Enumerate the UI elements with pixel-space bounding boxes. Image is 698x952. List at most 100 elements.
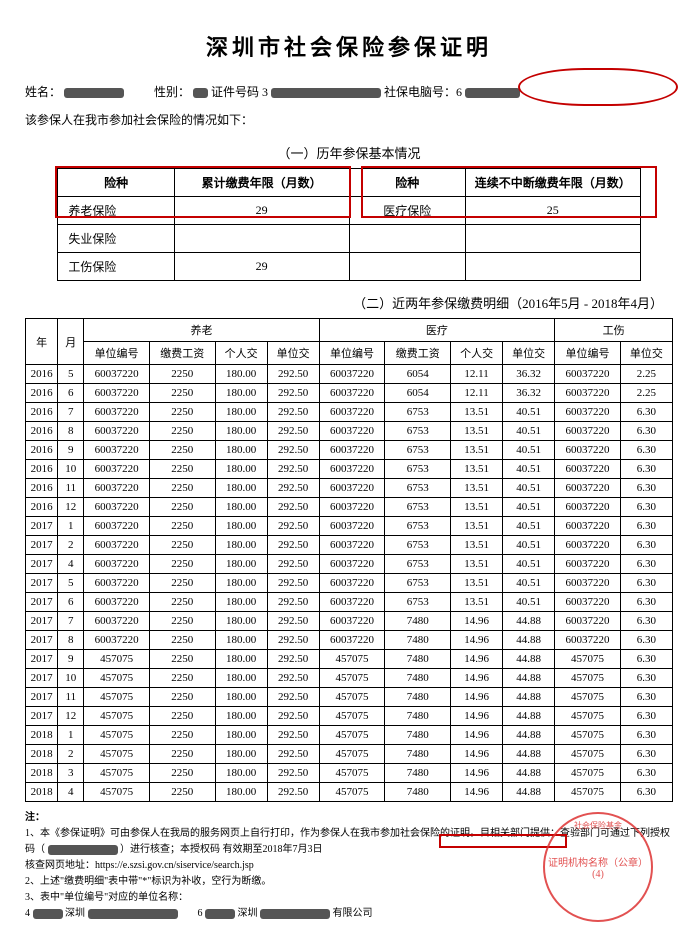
cell: 2017	[26, 631, 58, 650]
cell: 2250	[149, 631, 215, 650]
cell: 2016	[26, 460, 58, 479]
cell: 292.50	[267, 745, 319, 764]
cell: 6753	[385, 479, 451, 498]
cell: 3	[58, 764, 84, 783]
cell: 6.30	[620, 764, 672, 783]
cell: 6.30	[620, 650, 672, 669]
cell: 2018	[26, 764, 58, 783]
cell: 40.51	[503, 403, 555, 422]
cell: 13.51	[451, 460, 503, 479]
table-row: 201824570752250180.00292.50457075748014.…	[26, 745, 673, 764]
cell: 2250	[149, 650, 215, 669]
cell: 60037220	[319, 631, 385, 650]
cell: 457075	[84, 726, 150, 745]
cell: 4	[58, 783, 84, 802]
cell: 2018	[26, 726, 58, 745]
cell: 60037220	[555, 498, 621, 517]
cell: 457075	[555, 764, 621, 783]
cell: 2250	[149, 365, 215, 384]
cell: 457075	[84, 783, 150, 802]
cell: 2016	[26, 384, 58, 403]
sub-header: 单位交	[267, 342, 319, 365]
cell: 6.30	[620, 593, 672, 612]
cell: 180.00	[215, 650, 267, 669]
cell: 40.51	[503, 479, 555, 498]
cell: 60037220	[84, 517, 150, 536]
cell: 6.30	[620, 460, 672, 479]
cell: 2250	[149, 745, 215, 764]
section2-title: （二）近两年参保缴费明细（2016年5月 - 2018年4月）	[25, 293, 673, 312]
cell	[465, 253, 640, 281]
cell: 457075	[319, 726, 385, 745]
cell: 44.88	[503, 726, 555, 745]
cell: 60037220	[319, 403, 385, 422]
cell: 2017	[26, 593, 58, 612]
cell: 60037220	[84, 536, 150, 555]
cell: 60037220	[555, 460, 621, 479]
note-4e: 有限公司	[333, 908, 373, 919]
cell: 292.50	[267, 536, 319, 555]
table-row: 201814570752250180.00292.50457075748014.…	[26, 726, 673, 745]
cell: 60037220	[555, 593, 621, 612]
cell: 40.51	[503, 441, 555, 460]
cell: 180.00	[215, 365, 267, 384]
cell: 180.00	[215, 783, 267, 802]
cell: 292.50	[267, 707, 319, 726]
cell: 6.30	[620, 574, 672, 593]
cell: 14.96	[451, 688, 503, 707]
redacted	[205, 909, 235, 919]
cell: 60037220	[84, 555, 150, 574]
cell: 292.50	[267, 631, 319, 650]
cell: 60037220	[84, 365, 150, 384]
cell: 2018	[26, 783, 58, 802]
ssn-value	[465, 88, 520, 98]
cell: 457075	[319, 745, 385, 764]
gender-label: 性别：	[154, 82, 190, 104]
cell: 40.51	[503, 574, 555, 593]
notes-heading: 注：	[25, 812, 45, 823]
cell: 60037220	[555, 612, 621, 631]
table-row: 20177600372202250180.00292.5060037220748…	[26, 612, 673, 631]
cell: 292.50	[267, 365, 319, 384]
cell: 9	[58, 441, 84, 460]
cell: 180.00	[215, 764, 267, 783]
cell: 60037220	[319, 441, 385, 460]
cell: 180.00	[215, 574, 267, 593]
cell: 13.51	[451, 517, 503, 536]
cell: 10	[58, 669, 84, 688]
note-4b: 深圳	[65, 908, 85, 919]
note-4d: 深圳	[238, 908, 258, 919]
table-row: 20172600372202250180.00292.5060037220675…	[26, 536, 673, 555]
cell: 7480	[385, 612, 451, 631]
cell: 40.51	[503, 536, 555, 555]
cell: 457075	[84, 688, 150, 707]
cell: 292.50	[267, 669, 319, 688]
cell: 2017	[26, 555, 58, 574]
table-row: 201610600372202250180.00292.506003722067…	[26, 460, 673, 479]
cell: 6753	[385, 460, 451, 479]
stamp-num: (4)	[548, 869, 648, 880]
table-row: 20171600372202250180.00292.5060037220675…	[26, 517, 673, 536]
cell: 60037220	[84, 612, 150, 631]
detail-table: 年 月 养老 医疗 工伤 单位编号 缴费工资 个人交 单位交 单位编号 缴费工资…	[25, 318, 673, 802]
cell	[349, 225, 465, 253]
red-box-highlight	[55, 166, 351, 218]
cell: 6	[58, 384, 84, 403]
cell: 457075	[555, 688, 621, 707]
cell: 60037220	[84, 479, 150, 498]
cell: 292.50	[267, 764, 319, 783]
cell: 2017	[26, 612, 58, 631]
note-4a: 4	[25, 908, 30, 919]
redacted	[260, 909, 330, 919]
cell: 14.96	[451, 612, 503, 631]
cell: 60037220	[319, 612, 385, 631]
cell: 7480	[385, 745, 451, 764]
cell: 292.50	[267, 593, 319, 612]
name-value	[64, 88, 124, 98]
cell: 10	[58, 460, 84, 479]
cell: 失业保险	[58, 225, 174, 253]
cell: 40.51	[503, 517, 555, 536]
table-row: 20167600372202250180.00292.5060037220675…	[26, 403, 673, 422]
col-year: 年	[26, 319, 58, 365]
sub-header: 缴费工资	[149, 342, 215, 365]
